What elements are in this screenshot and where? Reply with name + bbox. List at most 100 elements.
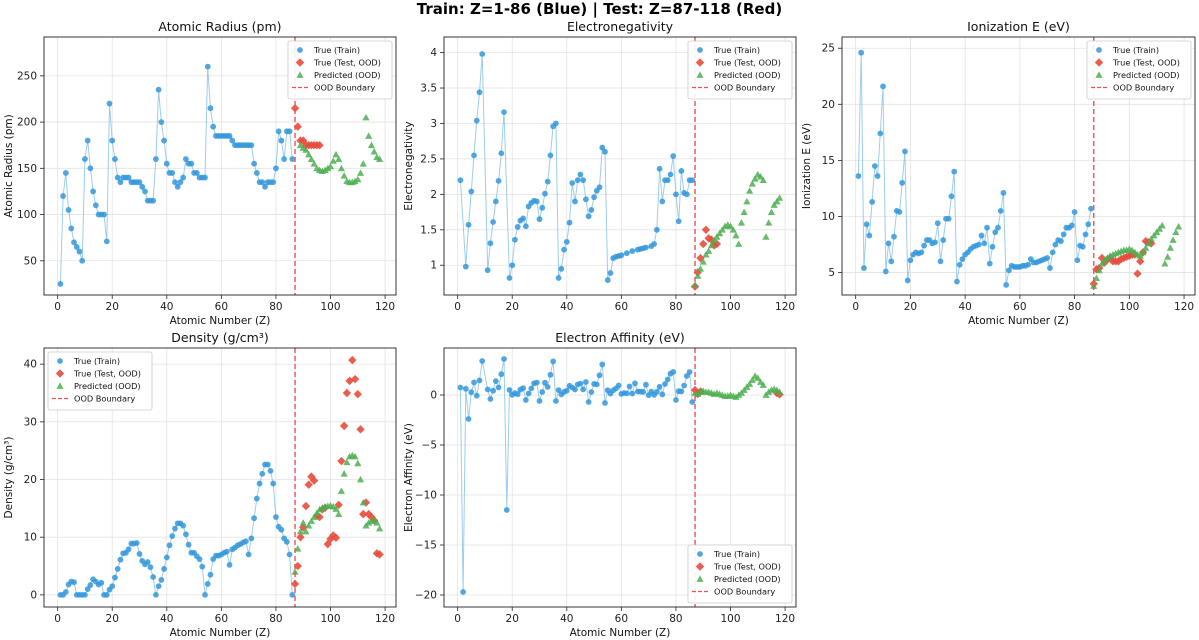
predicted-point	[376, 155, 384, 162]
predicted-point	[294, 545, 302, 552]
predicted-point	[326, 162, 335, 170]
predicted-point	[705, 247, 713, 254]
x-tick-label: 80	[669, 301, 682, 313]
train-point	[289, 591, 296, 598]
train-point	[653, 226, 660, 233]
legend-test-swatch	[695, 58, 705, 67]
train-point	[885, 240, 892, 247]
train-point	[109, 137, 116, 144]
train-point	[473, 392, 480, 399]
train-point	[57, 281, 64, 287]
train-point	[954, 278, 960, 285]
legend-test-swatch	[55, 369, 65, 378]
train-point	[158, 119, 165, 125]
train-point	[664, 376, 671, 383]
predicted-point	[754, 374, 762, 381]
train-point	[248, 535, 255, 542]
x-tick-label: 40	[560, 613, 573, 625]
y-tick-label: 20	[24, 474, 37, 486]
train-point	[670, 153, 677, 159]
legend-boundary-label: OOD Boundary	[1113, 83, 1174, 93]
train-point	[204, 63, 211, 70]
test-point	[296, 533, 305, 542]
train-point	[152, 156, 159, 162]
train-point	[585, 399, 592, 405]
train-point	[1082, 231, 1089, 238]
x-axis-label: Atomic Number (Z)	[170, 627, 271, 639]
train-point	[1079, 243, 1086, 250]
train-point	[577, 380, 584, 387]
train-point	[602, 400, 608, 406]
panel-2: 0 20 40 60 80 100 120 1 1.5 2 2.5 3 3.5 4 Electronegat…	[403, 19, 797, 313]
test-point	[699, 239, 708, 249]
train-point	[468, 188, 475, 195]
y-tick-label: 150	[17, 163, 37, 175]
x-tick-label: 80	[269, 613, 282, 625]
train-point	[207, 105, 214, 112]
panel-3: 0 20 40 60 80 100 120 5 10 15 20 25 Ionization E (eV…	[801, 19, 1196, 327]
train-point	[262, 183, 268, 190]
x-tick-label: 0	[54, 301, 61, 313]
predicted-point	[715, 229, 724, 237]
test-point	[337, 456, 346, 466]
train-point	[588, 207, 595, 213]
train-point	[632, 380, 638, 387]
train-point	[874, 173, 881, 179]
train-point	[169, 533, 176, 539]
train-point	[476, 89, 483, 96]
predicted-point	[313, 509, 321, 516]
train-point	[951, 168, 958, 175]
legend-boundary-label: OOD Boundary	[714, 587, 775, 597]
train-point	[253, 170, 260, 176]
train-point	[569, 180, 576, 186]
x-tick-label: 0	[454, 301, 461, 313]
test-point	[364, 509, 373, 519]
train-point	[125, 174, 132, 181]
train-point	[492, 378, 499, 384]
predicted-point	[340, 172, 348, 179]
train-point	[667, 171, 674, 178]
train-point	[117, 556, 124, 563]
axes-frame	[43, 36, 397, 296]
train-point	[487, 240, 494, 247]
train-point	[547, 152, 554, 159]
train-point	[629, 248, 636, 254]
train-point	[536, 398, 543, 404]
test-point	[339, 421, 349, 431]
test-point	[707, 235, 716, 244]
panel-title: Atomic Radius (pm)	[158, 19, 281, 34]
train-point	[202, 591, 208, 598]
y-tick-label: 200	[17, 117, 37, 129]
legend-train-swatch	[297, 47, 303, 53]
train-point	[536, 216, 543, 223]
legend: True (Train) True (Test, OOD) Predicted (O…	[687, 40, 793, 100]
train-point	[484, 267, 491, 274]
train-point	[582, 196, 589, 203]
y-tick-label: 30	[24, 416, 37, 428]
train-point	[607, 270, 614, 276]
predicted-point	[356, 475, 365, 483]
train-point	[150, 574, 157, 580]
train-point	[542, 190, 548, 197]
train-point	[522, 397, 529, 403]
legend-box	[1086, 40, 1192, 100]
train-point	[501, 356, 507, 362]
train-point	[79, 257, 86, 264]
x-axis-label: Atomic Number (Z)	[170, 315, 271, 327]
train-point	[172, 179, 178, 186]
predicted-point	[746, 187, 754, 194]
y-tick-label: 4	[430, 47, 437, 59]
predicted-point	[694, 272, 702, 279]
predicted-point	[307, 517, 316, 524]
x-tick-label: 20	[506, 301, 519, 313]
x-tick-label: 120	[375, 301, 395, 313]
predicted-point	[367, 141, 376, 149]
train-point	[278, 526, 285, 533]
y-tick-label: 3	[430, 118, 437, 130]
train-point	[471, 152, 477, 159]
predicted-point	[332, 150, 340, 158]
train-point	[109, 583, 116, 590]
predicted-point	[1166, 244, 1174, 251]
plot-data	[855, 37, 1183, 295]
